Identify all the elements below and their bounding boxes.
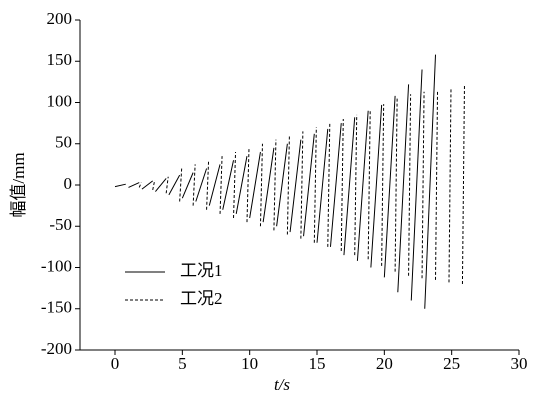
y-tick-label: -50 (49, 215, 72, 234)
series-line (138, 85, 465, 285)
x-tick-label: 10 (241, 354, 258, 373)
x-axis-label: t/s (274, 375, 290, 394)
y-tick-label: 50 (55, 133, 72, 152)
y-tick-label: -100 (41, 256, 72, 275)
y-tick-label: -200 (41, 339, 72, 358)
legend-label: 工况1 (180, 261, 223, 280)
x-tick-label: 25 (443, 354, 460, 373)
y-tick-label: 0 (64, 174, 73, 193)
x-tick-label: 15 (309, 354, 326, 373)
y-tick-label: 150 (47, 50, 73, 69)
y-axis-label: 幅值/mm (9, 152, 28, 217)
x-tick-label: 5 (178, 354, 187, 373)
y-tick-label: 200 (47, 9, 73, 28)
y-tick-label: -150 (41, 298, 72, 317)
series-line (114, 54, 437, 309)
y-tick-label: 100 (47, 91, 73, 110)
x-tick-label: 20 (376, 354, 393, 373)
x-tick-label: 30 (511, 354, 528, 373)
x-tick-label: 0 (111, 354, 120, 373)
legend-label: 工况2 (180, 289, 223, 308)
